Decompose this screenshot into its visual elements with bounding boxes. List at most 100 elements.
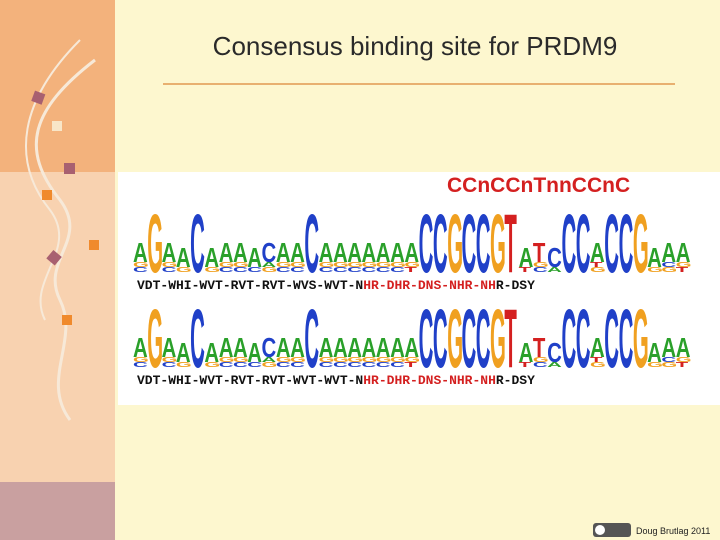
logo-letter: C <box>262 333 277 364</box>
logo-letter: G <box>533 356 549 364</box>
logo-letter: C <box>433 291 448 384</box>
logo-column: C <box>619 291 634 384</box>
logo-letter: A <box>219 238 234 269</box>
logo-letter: G <box>390 261 406 269</box>
logo-column: CGA <box>219 238 235 274</box>
logo-letter: C <box>247 266 262 274</box>
sequence-segment: VDT-WHI-WVT-RVT-RVT-WVT-WVT-N <box>137 373 363 388</box>
logo-letter: A <box>204 243 219 274</box>
logo-letter: A <box>390 238 405 269</box>
decorative-curve <box>25 39 81 321</box>
logo-column: TGA <box>676 238 692 274</box>
sequence-line: VDT-WHI-WVT-RVT-RVT-WVS-WVT-NHR-DHR-DNS-… <box>137 278 535 293</box>
logo-column: CGA <box>290 238 306 274</box>
logo-letter: A <box>362 333 377 364</box>
logo-letter: G <box>319 261 335 269</box>
logo-letter: G <box>347 261 363 269</box>
logo-letter: C <box>433 196 448 289</box>
logo-letter: G <box>404 261 420 269</box>
logo-letter: A <box>362 238 377 269</box>
logo-letter: G <box>390 356 406 364</box>
logo-letter: A <box>519 338 534 369</box>
logo-column: C <box>304 291 319 384</box>
logo-letter: A <box>333 238 348 269</box>
logo-letter: G <box>661 266 677 274</box>
logo-letter: A <box>376 238 391 269</box>
logo-column: G <box>447 196 463 289</box>
logo-column: CGA <box>362 333 378 369</box>
logo-letter: C <box>561 196 576 289</box>
logo-column: C <box>561 291 576 384</box>
logo-column: G <box>447 291 463 384</box>
logo-letter: G <box>204 361 220 369</box>
logo-column: GTA <box>590 238 606 274</box>
logo-column: CGA <box>376 333 392 369</box>
logo-letter: G <box>590 361 606 369</box>
logo-letter: C <box>190 196 205 289</box>
logo-letter: C <box>190 291 205 384</box>
logo-letter: C <box>347 361 362 369</box>
logo-letter: C <box>561 291 576 384</box>
logo-column: T <box>504 196 516 289</box>
logo-letter: T <box>533 238 546 269</box>
logo-letter: C <box>661 261 676 269</box>
logo-letter: A <box>347 333 362 364</box>
sequence-segment: VDT-WHI-WVT-RVT-RVT-WVS-WVT-N <box>137 278 363 293</box>
logo-letter: C <box>390 266 405 274</box>
logo-column: C <box>604 291 619 384</box>
logo-letter: A <box>647 243 662 274</box>
logo-letter: T <box>590 261 603 269</box>
logo-letter: G <box>176 361 192 369</box>
logo-letter: G <box>133 356 149 364</box>
logo-column: CGA <box>133 333 149 369</box>
logo-letter: C <box>262 238 277 269</box>
logo-letter: G <box>647 361 663 369</box>
logo-letter: G <box>447 196 463 289</box>
cc-badge-icon <box>595 525 605 535</box>
logo-letter: A <box>247 243 262 274</box>
logo-letter: C <box>576 196 591 289</box>
logo-column: CGA <box>162 238 178 274</box>
logo-letter: T <box>404 361 417 369</box>
logo-letter: C <box>376 266 391 274</box>
logo-column: C <box>304 196 319 289</box>
logo-letter: C <box>604 196 619 289</box>
logo-letter: A <box>647 338 662 369</box>
logo-column: GA <box>647 243 663 274</box>
side-texture <box>0 482 115 540</box>
logo-letter: C <box>219 361 234 369</box>
logo-letter: G <box>276 356 292 364</box>
decor-square <box>42 190 52 200</box>
logo-letter: A <box>319 333 334 364</box>
logo-letter: A <box>219 333 234 364</box>
logo-letter: A <box>247 338 262 369</box>
logo-column: C <box>190 291 205 384</box>
logo-letter: G <box>333 261 349 269</box>
logo-letter: C <box>390 361 405 369</box>
logo-column: GCA <box>661 333 677 369</box>
logo-letter: C <box>162 266 177 274</box>
logo-column: G <box>147 291 163 384</box>
logo-letter: C <box>319 361 334 369</box>
logo-letter: C <box>247 361 262 369</box>
logo-letter: T <box>590 356 603 364</box>
logo-column: CGA <box>219 333 235 369</box>
logo-letter: A <box>262 356 277 364</box>
logo-column: C <box>461 291 476 384</box>
logo-letter: G <box>262 266 278 274</box>
logo-column: C <box>190 196 205 289</box>
logo-column: C <box>476 291 491 384</box>
logo-column: CGA <box>162 333 178 369</box>
logo-letter: A <box>290 333 305 364</box>
logo-column: AC <box>547 338 562 369</box>
logo-letter: C <box>619 196 634 289</box>
logo-column: CGA <box>133 238 149 274</box>
logo-column: GA <box>176 243 192 274</box>
logo-column: G <box>490 291 506 384</box>
logo-letter: G <box>533 261 549 269</box>
logo-letter: C <box>133 266 148 274</box>
logo-letter: G <box>233 356 249 364</box>
logo-letter: A <box>276 238 291 269</box>
logo-letter: A <box>547 266 562 274</box>
